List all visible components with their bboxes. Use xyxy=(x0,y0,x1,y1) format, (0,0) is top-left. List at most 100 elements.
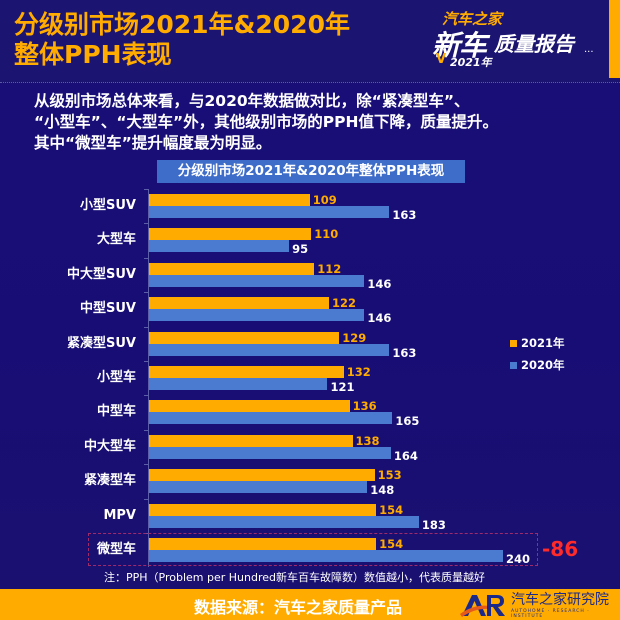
chart-row: 微型车 154 240 xyxy=(0,533,620,567)
value-label-2020: 183 xyxy=(421,517,446,532)
axis-tick xyxy=(144,395,148,397)
org-name-english: AUTOHOME · RESEARCH · INSTITUTE xyxy=(511,609,590,619)
legend-label-2020: 2020年 xyxy=(521,358,565,372)
orange-accent-tab xyxy=(609,0,620,78)
value-label-2021: 136 xyxy=(352,399,377,414)
org-name: 汽车之家研究院 xyxy=(511,592,609,608)
legend-item-2020: 2020年 xyxy=(510,354,565,376)
chart-row: 中大型车 138 164 xyxy=(0,429,620,464)
bar-2021 xyxy=(149,469,375,482)
category-label: 中型SUV xyxy=(80,301,136,317)
value-label-2021: 109 xyxy=(312,193,337,207)
category-label: 大型车 xyxy=(96,232,136,248)
category-label: 紧凑型SUV xyxy=(67,335,136,351)
bar-2020 xyxy=(149,412,393,425)
chart-row: 中型车 136 165 xyxy=(0,395,620,429)
bar-2020 xyxy=(149,309,365,322)
value-label-2020: 148 xyxy=(370,483,395,498)
bar-2020 xyxy=(149,446,391,459)
bar-2020 xyxy=(149,481,368,494)
value-label-2021: 138 xyxy=(355,433,380,448)
value-label-2020: 95 xyxy=(292,242,309,257)
bar-2020 xyxy=(149,240,290,253)
axis-tick xyxy=(144,326,148,328)
category-label: 中大型SUV xyxy=(67,266,136,282)
bar-2021 xyxy=(149,194,310,206)
chart-row: 小型车 132 121 xyxy=(0,361,620,395)
category-label: 紧凑型车 xyxy=(83,473,136,489)
bar-2021 xyxy=(149,400,350,413)
description: 从级别市场总体来看，与2020年数据做对比，除“紧凑型车”、 “小型车”、“大型… xyxy=(34,91,614,154)
bar-2020 xyxy=(149,206,390,218)
difference-annotation: -86 xyxy=(542,537,579,561)
value-label-2021: 122 xyxy=(331,296,356,311)
ar-logo-icon xyxy=(460,595,505,617)
bar-2020 xyxy=(149,515,419,528)
value-label-2021: 112 xyxy=(317,261,342,276)
value-label-2020: 164 xyxy=(393,448,418,463)
axis-tick xyxy=(144,223,148,225)
value-label-2020: 240 xyxy=(506,552,531,566)
title-line-2: 整体PPH表现 xyxy=(14,40,172,69)
legend-item-2021: 2021年 xyxy=(510,332,565,354)
y-axis xyxy=(148,189,149,567)
highlight-box-micro-car xyxy=(88,533,538,566)
footer: 数据来源：汽车之家质量产品 汽车之家研究院 AUTOHOME · RESEARC… xyxy=(0,589,620,620)
header: 分级别市场2021年&2020年 整体PPH表现 汽车之家 新车 质量报告 V … xyxy=(0,0,620,83)
bar-2020 xyxy=(149,343,390,356)
bar-2021 xyxy=(149,366,344,378)
description-line-2: “小型车”、“大型车”外，其他级别市场的PPH值下降，质量提升。 xyxy=(34,113,498,131)
bar-2021 xyxy=(149,434,353,447)
bar-2020 xyxy=(149,550,503,562)
value-label-2020: 146 xyxy=(367,311,392,326)
bar-2020 xyxy=(149,274,365,287)
category-label: 微型车 xyxy=(96,542,136,557)
axis-tick xyxy=(144,464,148,466)
axis-tick xyxy=(144,429,148,431)
legend-swatch-2020 xyxy=(510,361,517,369)
chart-row: 小型SUV 109 163 xyxy=(0,189,620,223)
bar-2021 xyxy=(149,262,315,275)
axis-tick xyxy=(144,257,148,259)
bar-2021 xyxy=(149,297,329,310)
chart-row: 中型SUV 122 146 xyxy=(0,292,620,326)
logo-year: 2021年 xyxy=(450,56,492,69)
category-label: 中型车 xyxy=(96,404,136,420)
chart-title: 分级别市场2021年&2020年整体PPH表现 xyxy=(157,160,465,183)
value-label-2021: 132 xyxy=(346,365,371,379)
bar-2021 xyxy=(149,503,377,516)
category-label: 中大型车 xyxy=(83,438,136,454)
value-label-2021: 129 xyxy=(342,330,367,345)
legend-label-2021: 2021年 xyxy=(521,336,565,350)
bar-2021 xyxy=(149,331,340,344)
axis-tick xyxy=(144,498,148,500)
logo-brand: 汽车之家 xyxy=(442,10,503,28)
page-title: 分级别市场2021年&2020年 整体PPH表现 xyxy=(14,10,350,70)
data-source: 数据来源：汽车之家质量产品 xyxy=(194,598,403,617)
value-label-2021: 110 xyxy=(314,227,339,242)
axis-tick xyxy=(144,292,148,294)
axis-tick xyxy=(144,189,148,190)
logo-dots: ... xyxy=(584,44,594,55)
bar-2021 xyxy=(149,228,312,241)
chart-row: 紧凑型车 153 148 xyxy=(0,464,620,498)
footnote: 注：PPH（Problem per Hundred新车百车故障数）数值越小，代表… xyxy=(104,571,486,584)
description-line-3: 其中“微型车”提升幅度最为明显。 xyxy=(34,134,272,152)
legend: 2021年 2020年 xyxy=(510,332,565,376)
value-label-2020: 163 xyxy=(392,208,417,222)
value-label-2020: 121 xyxy=(330,380,355,394)
value-label-2021: 154 xyxy=(379,537,404,551)
value-label-2021: 154 xyxy=(379,502,404,517)
value-label-2020: 146 xyxy=(367,276,392,291)
bar-2020 xyxy=(149,378,328,390)
chart-row: 紧凑型SUV 129 163 xyxy=(0,326,620,361)
logo-new-car: 新车 xyxy=(432,29,487,62)
category-label: 小型车 xyxy=(96,370,136,385)
checkmark-icon: V xyxy=(436,52,447,67)
chart-row: 大型车 110 95 xyxy=(0,223,620,257)
category-label: 小型SUV xyxy=(80,198,136,213)
value-label-2021: 153 xyxy=(377,468,402,483)
category-label: MPV xyxy=(103,507,136,523)
value-label-2020: 163 xyxy=(392,345,417,360)
bar-2021 xyxy=(149,538,377,550)
